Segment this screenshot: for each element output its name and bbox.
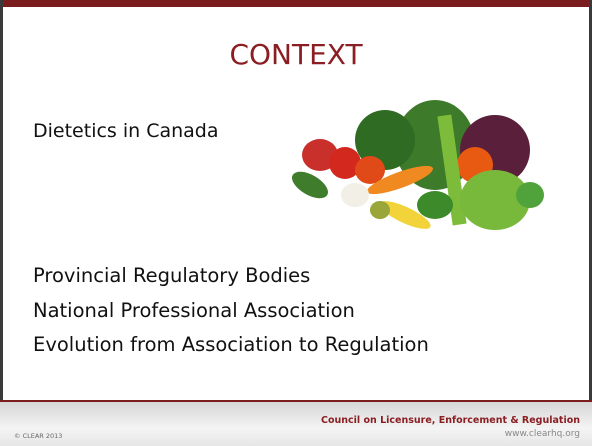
left-border	[0, 0, 3, 400]
item-list: Provincial Regulatory Bodies National Pr…	[33, 259, 429, 363]
vegetables-image	[291, 100, 544, 230]
item: National Professional Association	[33, 298, 355, 322]
right-border	[589, 0, 592, 400]
copyright: © CLEAR 2013	[14, 432, 63, 440]
website: www.clearhq.org	[504, 429, 580, 439]
item: Evolution from Association to Regulation	[33, 333, 429, 356]
organization: Council on Licensure, Enforcement & Regu…	[321, 415, 580, 426]
slide-title: CONTEXT	[229, 38, 363, 71]
top-bar	[0, 0, 592, 7]
subtitle: Dietetics in Canada	[33, 120, 219, 142]
footer: © CLEAR 2013 Council on Licensure, Enfor…	[0, 400, 592, 446]
item: Provincial Regulatory Bodies	[33, 264, 311, 287]
